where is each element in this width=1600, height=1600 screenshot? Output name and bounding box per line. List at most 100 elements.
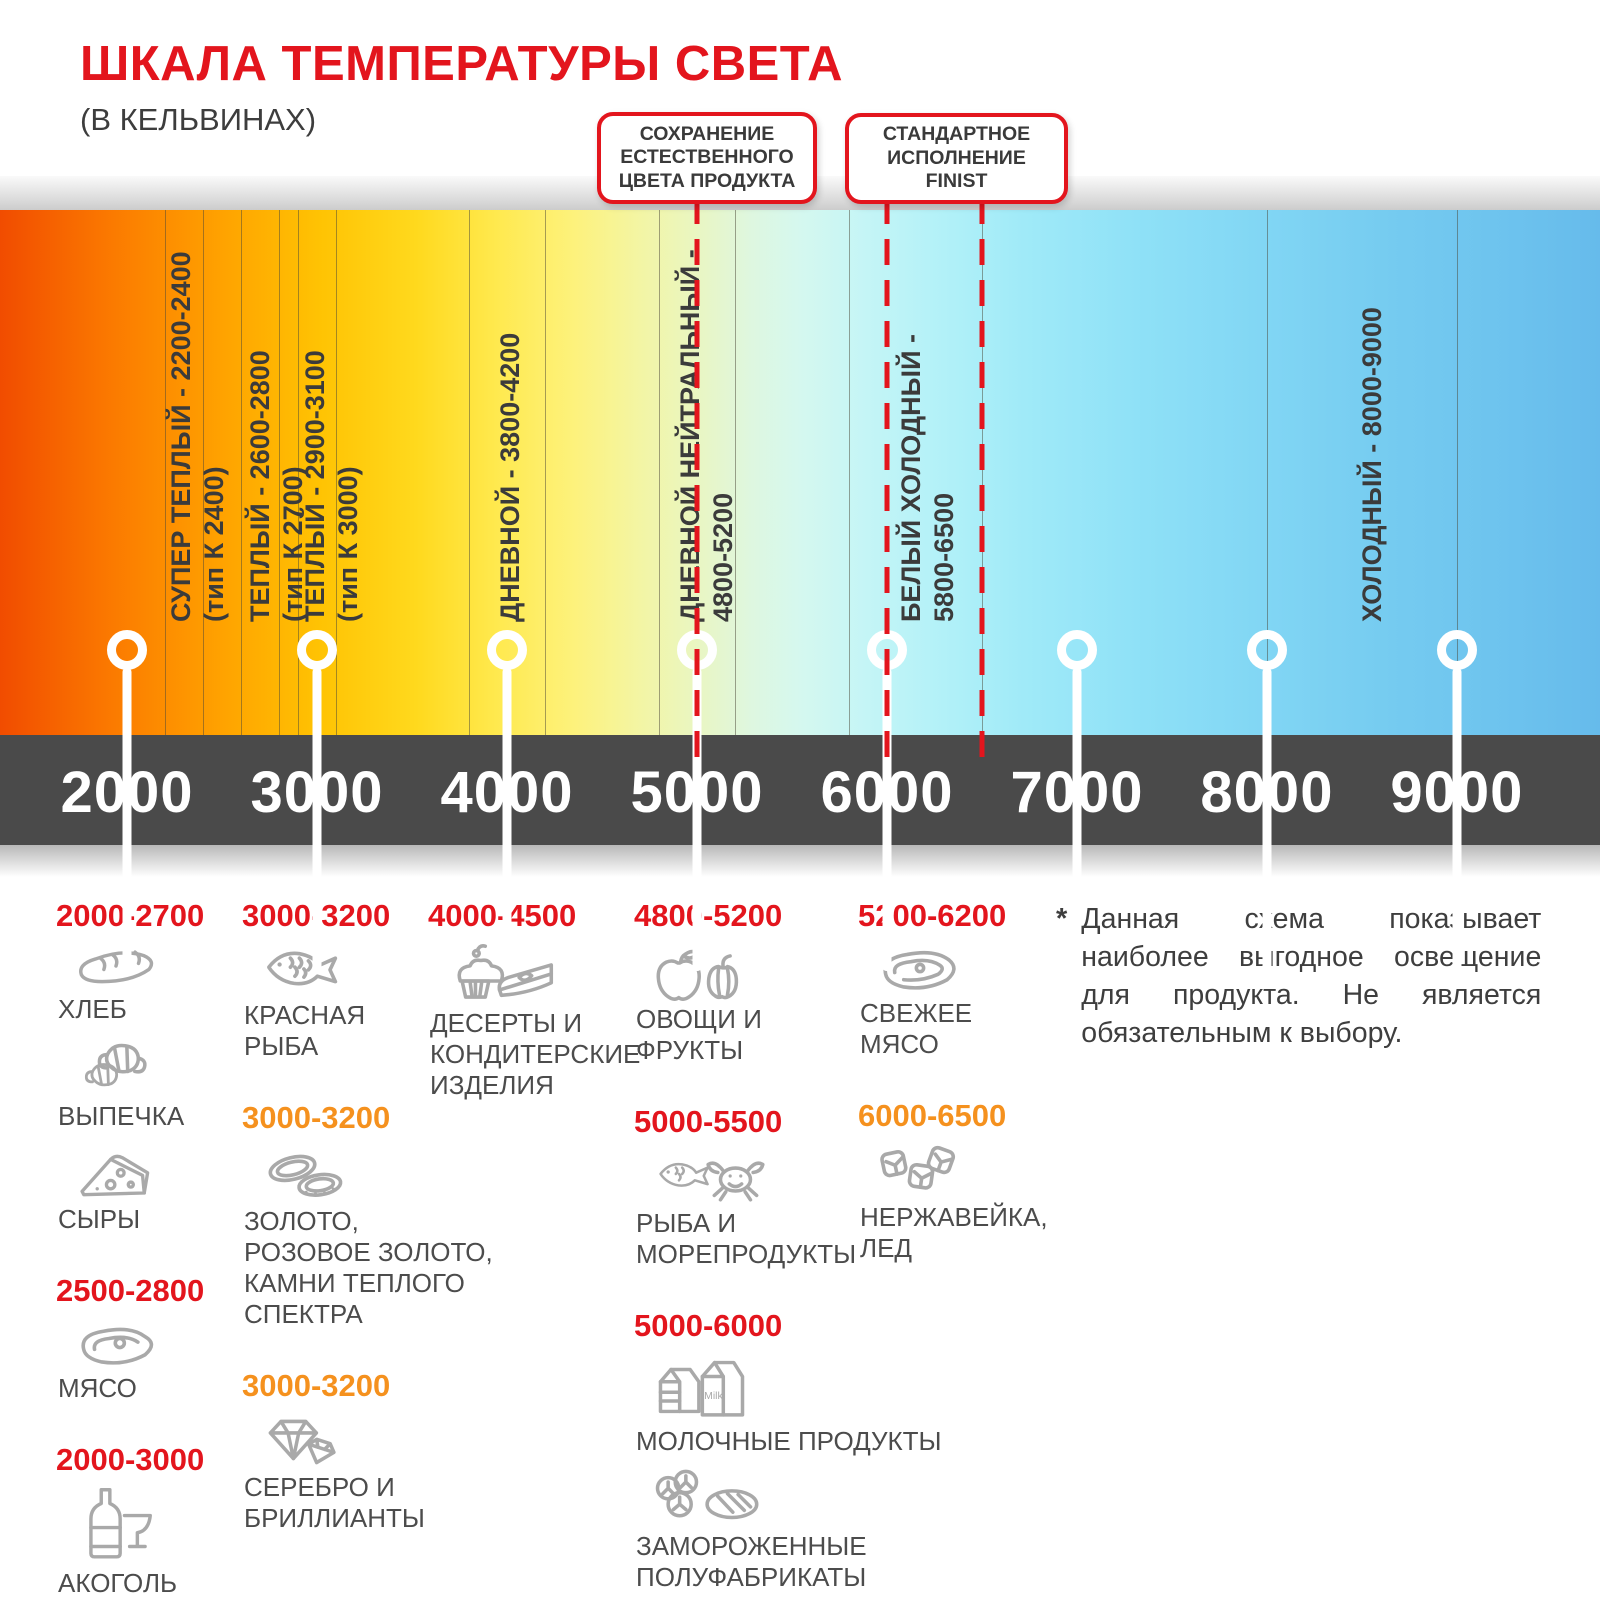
- legend-group: 3000-3200 КРАСНАЯ РЫБА: [242, 898, 432, 1072]
- temp-range-label: 4800-5200: [634, 898, 783, 933]
- zone-boundary-line: [658, 210, 660, 735]
- fish-icon: [267, 951, 338, 986]
- zone-boundary-line: [469, 210, 470, 735]
- legend-item: МЯСО: [58, 1315, 231, 1404]
- temp-range-label: 2000-2700: [56, 898, 231, 934]
- legend-group: 6000-6500 НЕРЖАВЕЙКА, ЛЕД: [858, 1098, 1053, 1274]
- zone-label: ХОЛОДНЫЙ - 8000-9000: [1356, 307, 1389, 622]
- temp-range-label: 5000-5500: [634, 1104, 783, 1139]
- legend-item-label: РЫБА И МОРЕПРОДУКТЫ: [636, 1208, 857, 1269]
- kelvin-marker-ring: [487, 630, 527, 670]
- legend-item-label: ЗОЛОТО, РОЗОВОЕ ЗОЛОТО, КАМНИ ТЕПЛОГО СП…: [244, 1206, 493, 1329]
- page-title: ШКАЛА ТЕМПЕРАТУРЫ СВЕТА: [80, 37, 844, 91]
- diamond-icon: [268, 1419, 336, 1465]
- zone-boundary-line: [545, 210, 546, 735]
- color-temperature-spectrum: СУПЕР ТЕПЛЫЙ - 2200-2400 (тип К 2400) ТЕПЛ…: [0, 210, 1600, 971]
- legend-group: 4800-5200 ОВОЩИ И ФРУКТЫ: [634, 898, 864, 1076]
- legend-column-5: 5200-6200 СВЕЖЕЕ МЯСО 6000-6500: [858, 898, 1053, 1302]
- legend-item: АКОГОЛЬ: [58, 1484, 231, 1599]
- kelvin-marker-stem: [1072, 668, 1082, 971]
- legend-item-label: МОЛОЧНЫЕ ПРОДУКТЫ: [636, 1426, 942, 1456]
- kelvin-marker-ring: [1056, 630, 1097, 670]
- legend-column-1: 2000-2700 ХЛЕБ: [56, 898, 231, 1600]
- legend-item-label: ЗАМОРОЖЕННЫЕ ПОЛУФАБРИКАТЫ: [636, 1531, 867, 1592]
- legend-item: СЫРЫ: [58, 1142, 231, 1235]
- zone-label-sub: (тип К 2400): [199, 466, 230, 622]
- legend-item: КРАСНАЯ РЫБА: [244, 940, 432, 1062]
- zone-label-sub: 4800-5200: [708, 492, 739, 622]
- zone-boundary-line: [165, 210, 167, 735]
- legend-item-label: КРАСНАЯ РЫБА: [244, 1000, 366, 1061]
- legend-item-label: СВЕЖЕЕ МЯСО: [860, 998, 973, 1059]
- legend-item-label: ДЕСЕРТЫ И КОНДИТЕРСКИЕ ИЗДЕЛИЯ: [430, 1008, 641, 1100]
- legend-group: 5000-5500: [634, 1104, 864, 1280]
- legend-column-2: 3000-3200 КРАСНАЯ РЫБА 3000-3200: [242, 898, 493, 1572]
- ice-cubes-icon: [880, 1145, 956, 1190]
- zone-label-main: ТЕПЛЫЙ - 2900-3100: [299, 350, 330, 622]
- kelvin-marker-ring: [107, 630, 148, 670]
- zone-boundary-line: [298, 210, 300, 735]
- legend-item: ХЛЕБ: [58, 940, 231, 1025]
- kelvin-marker-stem: [312, 668, 322, 971]
- zone-boundary-line: [848, 210, 850, 735]
- legend-column-3: 4000-4500 ДЕСЕРТЫ И КОНДИТЕРСКИЕ ИЗДЕЛИЯ: [428, 898, 641, 1139]
- legend-item: СВЕЖЕЕ МЯСО: [860, 940, 1053, 1060]
- footnote-text: Данная схема показывает наиболее выгодно…: [1081, 903, 1542, 1049]
- legend-item: ОВОЩИ И ФРУКТЫ: [636, 940, 864, 1066]
- legend-group: 5000-6000 Milk МОЛОЧНЫЕ ПРОДУКТЫ: [634, 1308, 942, 1600]
- legend-item-label: ВЫПЕЧКА: [58, 1101, 185, 1131]
- temp-range-label: 3000-3200: [242, 1100, 391, 1135]
- zone-boundary-line: [203, 210, 205, 735]
- dairy-icon: Milk: [658, 1360, 745, 1417]
- legend-item: ЗАМОРОЖЕННЫЕ ПОЛУФАБРИКАТЫ: [636, 1467, 867, 1593]
- legend-group: 3000-3200 ЗОЛОТО, РОЗОВОЕ ЗОЛОТО, КАМНИ …: [242, 1100, 493, 1340]
- desserts-icon: [457, 944, 554, 999]
- legend-group: 3000-3200 СЕРЕБРО И БРИЛЛИАНТЫ: [242, 1368, 432, 1544]
- legend-item: СЕРЕБРО И БРИЛЛИАНТЫ: [244, 1410, 432, 1534]
- callout-finist-standard: СТАНДАРТНОЕ ИСПОЛНЕНИЕ FINIST: [845, 113, 1068, 204]
- kelvin-marker-ring: [866, 630, 907, 670]
- kelvin-marker-stem: [692, 668, 702, 971]
- kelvin-marker-ring: [676, 630, 717, 670]
- legend-item: НЕРЖАВЕЙКА, ЛЕД: [860, 1140, 1053, 1264]
- zone-boundary-line: [734, 210, 736, 735]
- callout-natural-color: СОХРАНЕНИЕ ЕСТЕСТВЕННОГО ЦВЕТА ПРОДУКТА: [597, 112, 817, 204]
- legend-item-label: СЫРЫ: [58, 1204, 141, 1234]
- kelvin-marker-ring: [1246, 630, 1287, 670]
- kelvin-marker-stem: [502, 668, 512, 971]
- kelvin-marker-stem: [122, 668, 132, 971]
- legend-item-label: СЕРЕБРО И БРИЛЛИАНТЫ: [244, 1472, 425, 1533]
- zone-label-sub: 5800-6500: [928, 492, 959, 622]
- zone-label-main: СУПЕР ТЕПЛЫЙ - 2200-2400: [166, 251, 197, 622]
- legend-group: 2000-2700 ХЛЕБ: [56, 898, 231, 1245]
- zone-label: ДНЕВНОЙ - 3800-4200: [494, 333, 527, 622]
- temp-range-label: 3000-3200: [242, 1368, 391, 1403]
- cheese-icon: [80, 1154, 150, 1197]
- temp-range-label: 2000-3000: [56, 1442, 205, 1477]
- bread-icon: [79, 950, 154, 984]
- croissant-icon: [84, 1043, 147, 1087]
- legend-item-label: ХЛЕБ: [58, 994, 127, 1024]
- zone-boundary-line: [279, 210, 281, 735]
- legend-item: ВЫПЕЧКА: [58, 1035, 231, 1132]
- zone-label-main: БЕЛЫЙ ХОЛОДНЫЙ -: [895, 334, 926, 622]
- legend-item-label: МЯСО: [58, 1373, 137, 1403]
- page-subtitle: (В КЕЛЬВИНАХ): [80, 102, 317, 137]
- alcohol-icon: [89, 1488, 152, 1559]
- zone-label: ДНЕВНОЙ НЕЙТРАЛЬНЫЙ -4800-5200: [674, 249, 740, 622]
- svg-text:Milk: Milk: [704, 1391, 723, 1402]
- temp-range-label: 4000-4500: [428, 898, 628, 934]
- legend-item-label: ОВОЩИ И ФРУКТЫ: [636, 1004, 762, 1065]
- zone-label: ТЕПЛЫЙ - 2900-3100 (тип К 3000): [299, 350, 365, 622]
- legend-item-label: НЕРЖАВЕЙКА, ЛЕД: [860, 1202, 1048, 1263]
- axis-bar-shadow: [0, 845, 1600, 877]
- legend-group: 2000-3000 АКОГОЛЬ: [56, 1442, 231, 1600]
- zone-boundary-line: [1456, 210, 1458, 735]
- zone-boundary-line: [241, 210, 243, 735]
- legend-group: 2500-2800 МЯСО: [56, 1273, 231, 1414]
- temp-range-label: 5000-6000: [634, 1308, 783, 1343]
- legend-item: ДЕСЕРТЫ И КОНДИТЕРСКИЕ ИЗДЕЛИЯ: [430, 940, 641, 1101]
- rings-icon: [268, 1154, 343, 1197]
- temp-range-label: 2500-2800: [56, 1273, 205, 1308]
